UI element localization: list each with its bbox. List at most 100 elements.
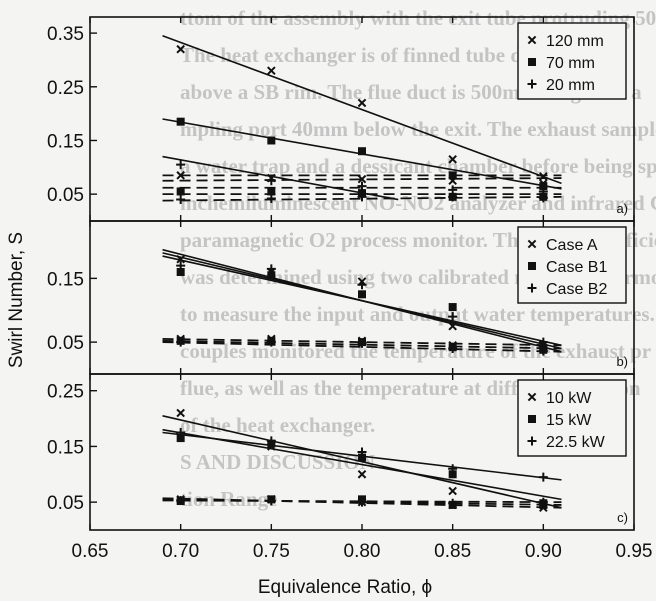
panel-label: c)	[617, 510, 628, 525]
data-point	[266, 264, 276, 274]
background-text-line: of the heat exchanger.	[180, 413, 376, 437]
data-point-low	[357, 174, 367, 184]
data-point	[448, 486, 457, 496]
dashed-trend-line	[162, 339, 562, 350]
data-point	[176, 160, 186, 170]
x-tick-label: 0.75	[253, 541, 290, 562]
data-point	[358, 453, 366, 462]
legend-entry: Case B1	[546, 259, 607, 276]
data-point	[448, 470, 457, 479]
y-tick-label: 0.05	[47, 333, 84, 354]
y-axis-label: Swirl Number, S	[6, 232, 27, 368]
data-point	[176, 268, 185, 276]
panel-1: 0.35 0.25 0.15 0.05 120 mm 70 mm 20 mm a)	[47, 16, 635, 222]
y-tick-label: 0.05	[47, 493, 84, 514]
data-point	[176, 261, 186, 271]
panel-label: b)	[616, 354, 628, 369]
trend-line	[162, 35, 562, 185]
legend-entry: 15 kW	[546, 412, 592, 429]
data-point	[176, 408, 185, 418]
panel-2: 0.15 0.05 Case A Case B1 Case B2 b)	[47, 220, 635, 375]
dashed-trend-line	[162, 177, 562, 182]
data-point	[176, 44, 185, 54]
legend-entry: 120 mm	[546, 33, 604, 50]
data-point	[267, 136, 276, 145]
data-point-low	[539, 179, 548, 188]
data-point-low	[176, 187, 185, 196]
x-axis-label: Equivalence Ratio, ϕ	[258, 577, 432, 598]
data-point-low	[176, 337, 186, 347]
data-point	[448, 312, 458, 322]
legend-marker	[527, 79, 537, 89]
data-point-low	[448, 498, 458, 508]
data-point-low	[266, 337, 276, 347]
data-point-low	[267, 173, 276, 183]
data-point	[267, 271, 276, 280]
y-tick-label: 0.05	[47, 185, 84, 206]
legend-marker	[527, 239, 537, 249]
dashed-trend-line	[162, 497, 562, 509]
data-point-low	[357, 497, 367, 507]
data-point	[448, 154, 457, 164]
data-point-low	[267, 187, 276, 196]
dashed-trend-line	[162, 341, 562, 353]
legend-entry: Case B2	[546, 281, 607, 298]
x-tick-label: 0.65	[72, 541, 109, 562]
data-point	[357, 447, 367, 457]
data-point-low	[266, 496, 276, 506]
data-point	[448, 303, 457, 312]
dashed-trend-line	[162, 498, 562, 506]
background-text-line: mpling port 40mm below the exit. The exh…	[180, 117, 656, 141]
data-point-low	[448, 192, 458, 202]
data-point	[358, 290, 366, 299]
trend-line	[162, 252, 562, 350]
data-point	[357, 469, 367, 479]
trend-line	[162, 415, 562, 509]
background-text-line: tion Range	[180, 487, 278, 511]
data-point-low	[266, 193, 276, 203]
data-point-low	[538, 497, 548, 507]
data-point-low	[176, 495, 186, 505]
data-point-low	[448, 176, 457, 186]
data-point	[176, 434, 185, 443]
data-point-low	[538, 193, 548, 203]
panel-label: a)	[616, 201, 628, 216]
data-point	[539, 182, 548, 191]
legend-entry: 10 kW	[546, 390, 592, 407]
data-point-low	[176, 195, 186, 205]
x-tick-label: 0.90	[525, 541, 562, 562]
y-tick-label: 0.35	[47, 24, 84, 45]
data-point	[358, 147, 366, 156]
data-point	[357, 98, 367, 108]
legend-marker	[527, 436, 537, 446]
data-point	[176, 117, 185, 126]
x-tick-label: 0.95	[616, 541, 653, 562]
data-point	[266, 436, 276, 446]
legend-entry: Case A	[546, 237, 598, 254]
data-point	[538, 472, 548, 482]
y-tick-label: 0.25	[47, 78, 84, 99]
data-point	[357, 280, 367, 290]
data-point	[448, 464, 458, 474]
x-tick-label: 0.85	[434, 541, 471, 562]
y-tick-label: 0.25	[47, 382, 84, 403]
data-point	[539, 172, 548, 181]
data-point-low	[538, 346, 548, 356]
dashed-trend-line	[162, 338, 562, 347]
legend-marker	[528, 415, 536, 423]
legend-marker	[528, 58, 536, 66]
legend-marker	[528, 262, 536, 270]
legend-marker	[527, 392, 537, 402]
data-point	[538, 337, 548, 347]
legend-marker	[527, 283, 537, 293]
panel-3: 0.25 0.15 0.05 10 kW 15 kW 22.5 kW c)	[47, 373, 635, 531]
data-point	[267, 66, 276, 75]
legend-entry: 22.5 kW	[546, 434, 606, 451]
legend-entry: 20 mm	[546, 77, 595, 94]
data-point-low	[176, 171, 185, 180]
y-tick-label: 0.15	[47, 131, 84, 152]
x-tick-label: 0.70	[162, 541, 199, 562]
background-text-line: couples monitored the temperature of the…	[180, 339, 652, 363]
data-point-low	[357, 338, 367, 348]
